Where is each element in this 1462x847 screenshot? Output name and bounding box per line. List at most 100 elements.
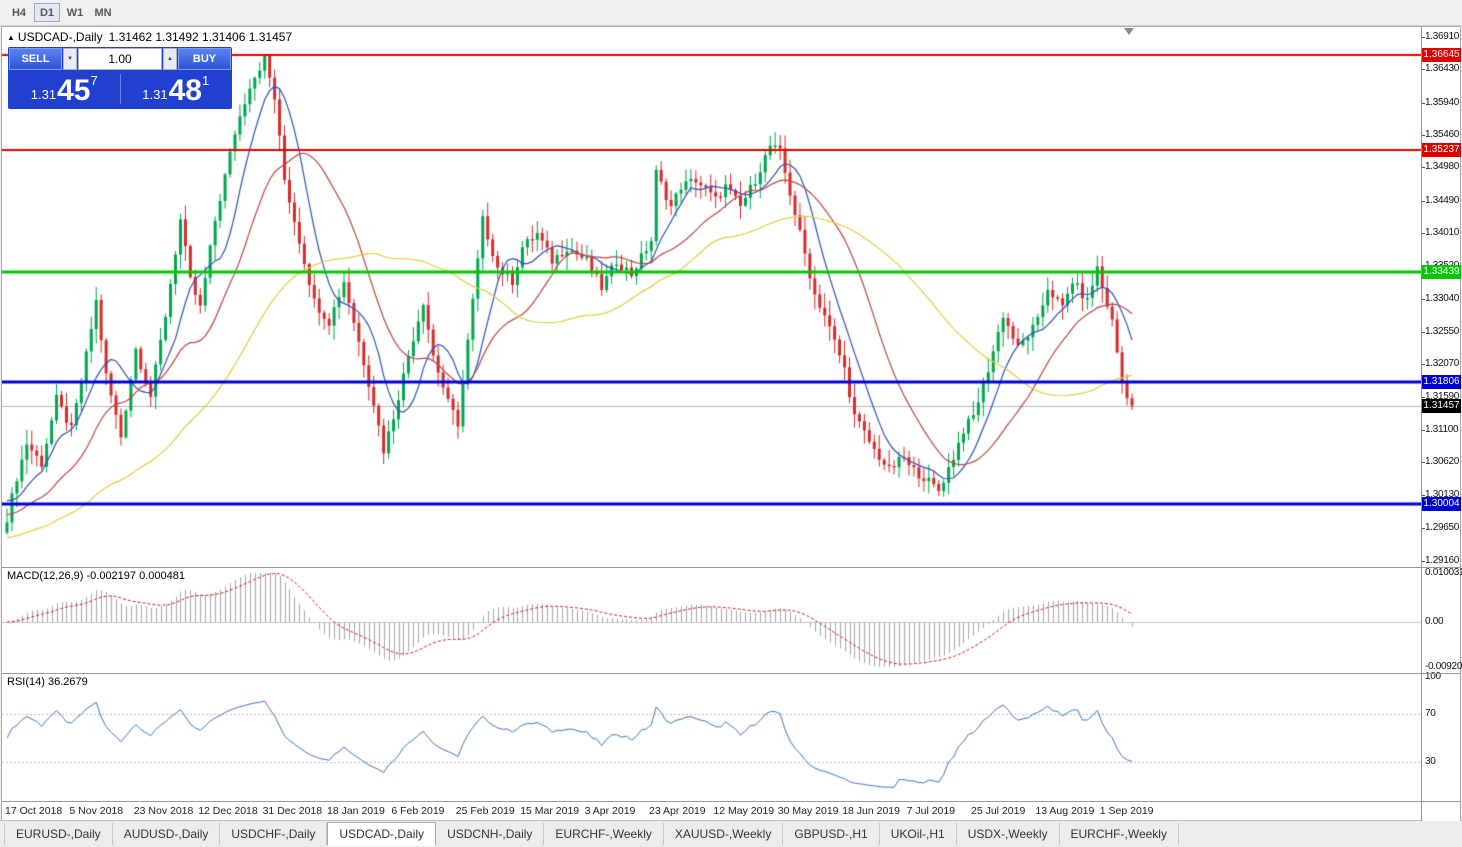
rsi-scale-value: 30 <box>1425 756 1436 768</box>
trade-panel-prices: 1.31 45 7 1.31 48 1 <box>9 70 231 108</box>
chart-ohlc-values: 1.31462 1.31492 1.31406 1.31457 <box>108 30 293 44</box>
macd-indicator-canvas[interactable] <box>2 567 1421 673</box>
price-tick-label: 1.32070 <box>1425 358 1460 370</box>
rsi-value: 36.2679 <box>47 676 88 688</box>
rsi-scale-value: 100 <box>1425 671 1441 682</box>
date-label: 7 Jul 2019 <box>906 805 956 817</box>
chart-shift-marker[interactable] <box>1124 28 1134 35</box>
tab-eurchfweekly[interactable]: EURCHF-,Weekly <box>544 823 664 845</box>
price-tick-mark <box>1422 37 1425 38</box>
macd-scale-value: 0.010031 <box>1425 567 1462 578</box>
date-axis-splitter <box>2 801 1460 802</box>
date-label: 23 Apr 2019 <box>649 805 706 817</box>
timeframe-button-w1[interactable]: W1 <box>62 3 88 22</box>
timeframe-toolbar: H4 D1 W1 MN <box>0 0 1462 26</box>
chart-window-icon: ▲ <box>7 33 15 42</box>
volume-decrease-button[interactable]: ▼ <box>63 48 77 70</box>
price-tick-mark <box>1422 397 1425 398</box>
chart-tab-bar: EURUSD-,Daily AUDUSD-,Daily USDCHF-,Daily U… <box>0 820 1462 847</box>
price-tick-label: 1.31100 <box>1425 423 1459 435</box>
sell-button[interactable]: SELL <box>9 48 62 70</box>
price-tick-label: 1.33040 <box>1425 292 1460 304</box>
date-label: 30 May 2019 <box>777 805 839 817</box>
chart-window: 17 Oct 2018 5 Nov 2018 23 Nov 2018 12 Dec 2… <box>1 26 1462 821</box>
timeframe-button-group: H4 D1 W1 MN <box>6 3 116 22</box>
date-label: 5 Nov 2018 <box>69 805 124 817</box>
price-tick-label: 1.30620 <box>1425 456 1460 468</box>
trade-panel-divider <box>119 74 121 104</box>
date-label: 25 Jul 2019 <box>971 805 1026 817</box>
level-price-badge: 1.30004 <box>1422 496 1461 511</box>
level-price-badge: 1.31806 <box>1422 375 1461 390</box>
price-tick-label: 1.35940 <box>1425 96 1460 108</box>
price-tick-label: 1.34490 <box>1425 194 1460 206</box>
sell-price[interactable]: 1.31 45 7 <box>9 72 120 106</box>
tab-eurchfweekly[interactable]: EURCHF-,Weekly <box>1060 823 1179 845</box>
sell-price-point: 7 <box>90 73 98 88</box>
rsi-scale-value: 70 <box>1425 707 1436 719</box>
buy-price-point: 1 <box>201 73 210 88</box>
date-label: 12 May 2019 <box>713 805 775 817</box>
level-price-badge: 1.35237 <box>1422 143 1461 158</box>
date-label: 1 Sep 2019 <box>1099 805 1154 817</box>
price-tick-mark <box>1422 135 1425 136</box>
price-tick-label: 1.34010 <box>1425 227 1460 239</box>
timeframe-button-mn[interactable]: MN <box>90 3 116 22</box>
level-price-badge: 1.33439 <box>1422 264 1461 279</box>
macd-values: -0.002197 0.000481 <box>86 570 185 582</box>
date-label: 13 Aug 2019 <box>1035 805 1095 817</box>
tab-gbpusdh1[interactable]: GBPUSD-,H1 <box>783 823 880 845</box>
tab-audusddaily[interactable]: AUDUSD-,Daily <box>113 823 221 845</box>
tab-eurusddaily[interactable]: EURUSD-,Daily <box>4 823 113 845</box>
rsi-indicator-canvas[interactable] <box>2 673 1421 801</box>
price-tick-mark <box>1422 561 1425 562</box>
tab-usdchfdaily[interactable]: USDCHF-,Daily <box>220 823 328 845</box>
date-label: 17 Oct 2018 <box>5 805 63 817</box>
price-tick-label: 1.34980 <box>1425 161 1460 173</box>
tab-usdcaddaily[interactable]: USDCAD-,Daily <box>327 822 437 846</box>
buy-button[interactable]: BUY <box>178 48 231 70</box>
buy-price-main: 1.31 <box>142 87 168 102</box>
buy-price-pips: 48 <box>168 74 202 107</box>
trade-panel-controls: SELL ▼ ▲ BUY <box>9 48 231 70</box>
tab-usdxweekly[interactable]: USDX-,Weekly <box>957 823 1060 845</box>
volume-increase-button[interactable]: ▲ <box>163 48 177 70</box>
date-label: 25 Feb 2019 <box>455 805 515 817</box>
chart-symbol-label: USDCAD-,Daily <box>17 30 103 44</box>
price-tick-mark <box>1422 332 1425 333</box>
main-price-chart-canvas[interactable] <box>2 27 1421 567</box>
buy-price[interactable]: 1.31 48 1 <box>121 72 232 106</box>
timeframe-button-h4[interactable]: H4 <box>6 3 32 22</box>
sell-price-main: 1.31 <box>30 87 57 102</box>
date-label: 3 Apr 2019 <box>584 805 636 817</box>
date-label: 18 Jun 2019 <box>842 805 900 817</box>
price-tick-label: 1.29650 <box>1425 521 1460 533</box>
date-label: 12 Dec 2018 <box>198 805 258 817</box>
macd-panel-splitter[interactable] <box>2 567 1460 568</box>
current-price-badge: 1.31457 <box>1422 398 1461 413</box>
tab-usdcnhdaily[interactable]: USDCNH-,Daily <box>436 823 545 845</box>
price-tick-label: 1.32550 <box>1425 325 1460 337</box>
volume-input[interactable] <box>78 48 162 70</box>
macd-scale-value: -0.009203 <box>1425 661 1462 672</box>
price-tick-mark <box>1422 528 1425 529</box>
date-axis[interactable]: 17 Oct 2018 5 Nov 2018 23 Nov 2018 12 Dec 2… <box>2 801 1421 821</box>
tab-xauusdweekly[interactable]: XAUUSD-,Weekly <box>664 823 784 845</box>
timeframe-button-d1[interactable]: D1 <box>34 3 60 22</box>
date-label: 23 Nov 2018 <box>133 805 194 817</box>
price-tick-label: 1.36430 <box>1425 63 1460 75</box>
price-tick-label: 1.31590 <box>1425 390 1460 402</box>
rsi-name: RSI(14) <box>7 676 45 688</box>
rsi-panel-splitter[interactable] <box>2 673 1460 674</box>
tab-ukoilh1[interactable]: UKOil-,H1 <box>880 823 957 845</box>
price-tick-label: 1.36910 <box>1425 31 1460 42</box>
price-axis[interactable]: 1.36910 1.36430 1.35940 1.35460 1.34980 1.344… <box>1421 27 1462 821</box>
date-label: 15 Mar 2019 <box>520 805 580 817</box>
price-tick-mark <box>1422 299 1425 300</box>
chart-title: ▲ USDCAD-,Daily 1.31462 1.31492 1.31406 1.… <box>7 30 292 44</box>
date-label: 31 Dec 2018 <box>262 805 323 817</box>
price-tick-mark <box>1422 69 1425 70</box>
date-label: 18 Jan 2019 <box>327 805 385 817</box>
